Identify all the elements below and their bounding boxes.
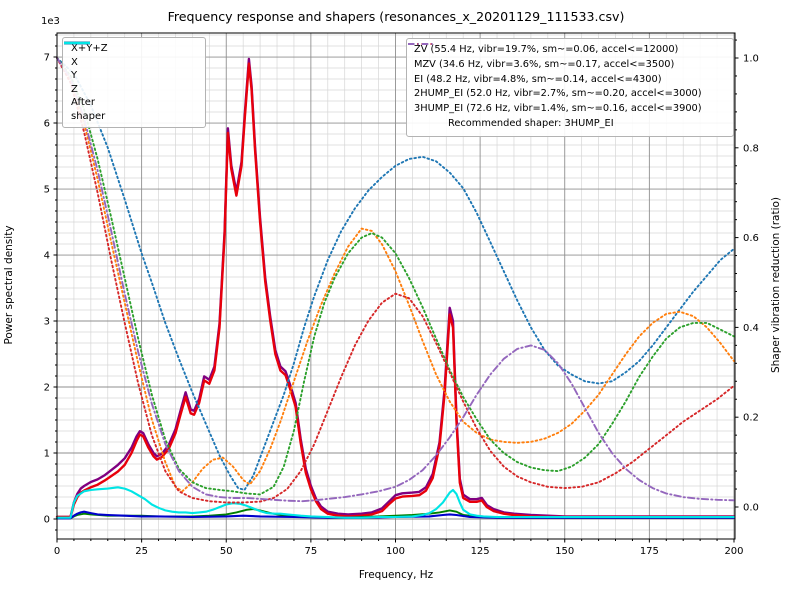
svg-text:0: 0 [44, 515, 50, 526]
legend-item: MZV (34.6 Hz, vibr=3.6%, sm~=0.17, accel… [408, 43, 726, 73]
y-axis-left-label: Power spectral density [3, 225, 15, 345]
legend-footer: Recommended shaper: 3HUMP_EI [414, 117, 726, 132]
recommended-shaper-text: Recommended shaper: 3HUMP_EI [448, 117, 614, 129]
svg-text:50: 50 [220, 546, 233, 557]
legend-item: 3HUMP_EI (72.6 Hz, vibr=1.4%, sm~=0.16, … [408, 43, 726, 117]
svg-text:200: 200 [724, 546, 743, 557]
legend-item-label: Y [71, 70, 78, 81]
y-axis-offset-text: 1e3 [41, 16, 60, 27]
series-x [55, 62, 736, 519]
svg-text:25: 25 [135, 546, 148, 557]
svg-text:4: 4 [44, 251, 50, 262]
legend-item: After shaper [64, 41, 197, 123]
legend-item-label: MZV (34.6 Hz, vibr=3.6%, sm~=0.17, accel… [414, 58, 675, 70]
svg-text:0.4: 0.4 [743, 323, 759, 334]
legend-shapers: ZV (55.4 Hz, vibr=19.7%, sm~=0.06, accel… [406, 38, 734, 137]
legend-item-label: ZV (55.4 Hz, vibr=19.7%, sm~=0.06, accel… [414, 44, 679, 55]
solid-line-swatch-icon [64, 41, 90, 45]
series-zv [56, 57, 735, 491]
svg-text:6: 6 [44, 119, 50, 130]
series-after-shaper [55, 486, 736, 519]
dashdot-line-swatch-icon [408, 43, 434, 45]
legend-item-label: After shaper [71, 97, 106, 122]
svg-text:0.0: 0.0 [743, 502, 759, 513]
svg-text:0.6: 0.6 [743, 233, 759, 244]
svg-text:3: 3 [44, 317, 50, 328]
legend-item-label: Z [71, 83, 78, 95]
legend-item: EI (48.2 Hz, vibr=4.8%, sm~=0.14, accel<… [408, 43, 726, 88]
x-axis-label: Frequency, Hz [358, 569, 434, 581]
svg-text:5: 5 [44, 185, 50, 196]
svg-text:1.0: 1.0 [743, 54, 759, 65]
svg-text:150: 150 [555, 546, 574, 557]
legend-item-label: EI (48.2 Hz, vibr=4.8%, sm~=0.14, accel<… [414, 73, 662, 85]
svg-text:0.2: 0.2 [743, 413, 759, 424]
series-2hump-ei [56, 57, 735, 504]
svg-text:7: 7 [44, 53, 50, 64]
series-ei [56, 57, 735, 496]
svg-text:175: 175 [640, 546, 659, 557]
chart-title: Frequency response and shapers (resonanc… [167, 9, 625, 24]
svg-text:0: 0 [54, 546, 60, 557]
svg-text:75: 75 [305, 546, 318, 557]
legend-item: ZV (55.4 Hz, vibr=19.7%, sm~=0.06, accel… [408, 43, 726, 58]
series [55, 57, 736, 520]
svg-text:100: 100 [386, 546, 405, 557]
legend-item-label: 3HUMP_EI (72.6 Hz, vibr=1.4%, sm~=0.16, … [414, 103, 702, 115]
svg-text:1: 1 [44, 449, 50, 460]
svg-text:125: 125 [471, 546, 490, 557]
legend-item-label: 2HUMP_EI (52.0 Hz, vibr=2.7%, sm~=0.20, … [414, 88, 702, 100]
legend-item: X [64, 41, 197, 70]
svg-text:0.8: 0.8 [743, 143, 759, 154]
axis-ticks: 0 25 50 75 100 125 150 175 200 0 1 2 3 4 5 6 7 0.0 0.2 0.4 0… [44, 34, 759, 557]
svg-text:2: 2 [44, 383, 50, 394]
legend-psd: X+Y+Z X Y Z After shaper [62, 37, 206, 128]
legend-item-label: X+Y+Z [71, 43, 108, 54]
series-z [55, 510, 736, 520]
legend-item: Y [64, 41, 197, 83]
legend-item: 2HUMP_EI (52.0 Hz, vibr=2.7%, sm~=0.20, … [408, 43, 726, 102]
y-axis-right-label: Shaper vibration reduction (ratio) [770, 196, 782, 374]
series-3hump-ei [56, 57, 735, 503]
legend-item: Z [64, 41, 197, 97]
plot-border [56, 32, 736, 540]
legend-item-label: X [71, 56, 78, 68]
